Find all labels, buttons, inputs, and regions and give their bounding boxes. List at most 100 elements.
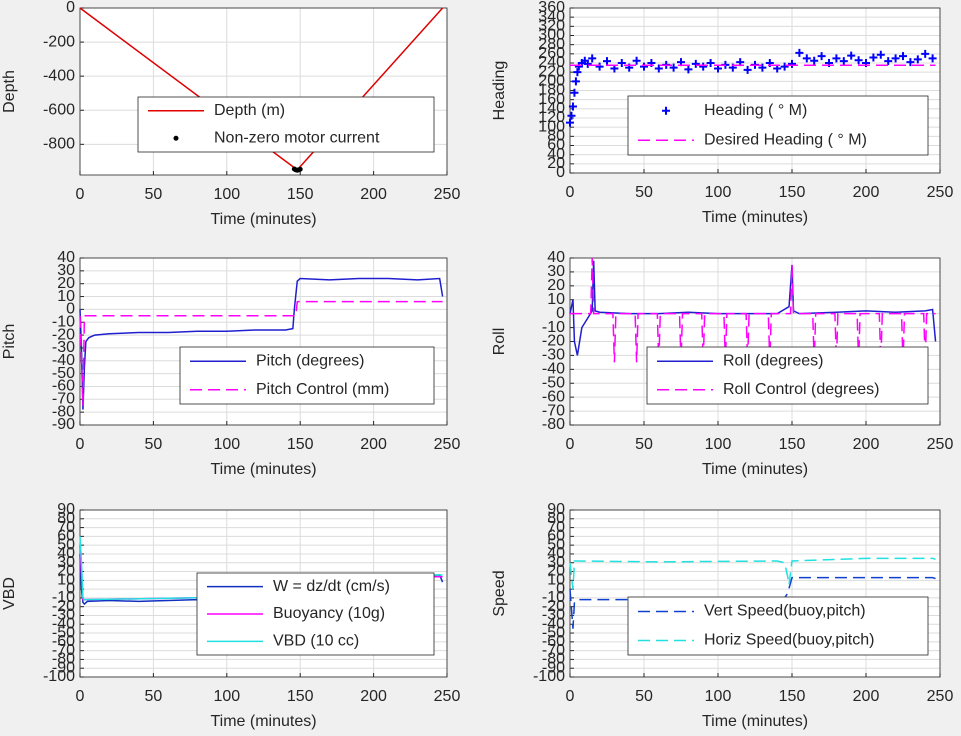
plus-marker <box>669 63 678 72</box>
x-axis-label: Time (minutes) <box>702 209 808 226</box>
plus-marker <box>869 53 878 62</box>
y-tick-label: -20 <box>542 333 565 350</box>
y-tick-label: 70 <box>547 519 565 536</box>
y-tick-label: -100 <box>43 668 75 685</box>
plus-marker <box>699 62 708 71</box>
y-tick-label: -40 <box>542 361 565 378</box>
y-tick-label: -90 <box>52 416 75 433</box>
x-tick-label: 200 <box>853 184 880 201</box>
y-tick-label: 280 <box>538 36 565 53</box>
y-tick-label: -60 <box>52 378 75 395</box>
y-tick-label: 20 <box>57 275 75 292</box>
y-tick-label: -80 <box>52 651 75 668</box>
y-tick-label: 70 <box>57 519 75 536</box>
x-tick-label: 200 <box>360 688 387 705</box>
x-tick-label: 200 <box>853 688 880 705</box>
x-tick-label: 200 <box>360 186 387 203</box>
plus-marker <box>780 62 789 71</box>
y-tick-label: -70 <box>52 391 75 408</box>
x-tick-label: 150 <box>779 184 806 201</box>
y-tick-label: -20 <box>52 598 75 615</box>
y-tick-label: -80 <box>52 403 75 420</box>
y-tick-label: 40 <box>547 249 565 266</box>
legend-box <box>137 96 435 153</box>
y-tick-label: -10 <box>52 313 75 330</box>
legend: Vert Speed(buoy,pitch) Horiz Speed(buoy,p… <box>627 596 929 656</box>
y-tick-label: -800 <box>43 136 75 153</box>
plus-marker <box>913 55 922 64</box>
legend-label: Desired Heading ( ° M) <box>704 131 867 148</box>
y-tick-label: -40 <box>52 615 75 632</box>
y-tick-label: -40 <box>542 615 565 632</box>
y-tick-label: 80 <box>57 510 75 527</box>
x-tick-label: 150 <box>287 186 314 203</box>
x-tick-label: 50 <box>635 184 653 201</box>
y-tick-label: -100 <box>533 668 565 685</box>
plus-marker <box>603 57 611 66</box>
x-tick-label: 150 <box>287 436 314 453</box>
subplot: 0 -200 -400 -600 -800 0 50 100 150 200 250 Time (mi… <box>1 0 460 228</box>
plus-marker <box>588 54 597 63</box>
plus-marker <box>847 51 856 60</box>
legend: W = dz/dt (cm/s) Buoyancy (10g) VBD (10 cc… <box>196 572 435 656</box>
subplot: 9080706050403020100-10-20-30-40-50-60-70… <box>1 501 460 730</box>
y-tick-label: -10 <box>542 589 565 606</box>
y-tick-label: -30 <box>542 607 565 624</box>
legend-label: Buoyancy (10g) <box>273 605 385 622</box>
legend-box <box>627 596 929 656</box>
y-tick-label: 240 <box>538 54 565 71</box>
series-line <box>79 277 444 410</box>
y-tick-label: 340 <box>538 8 565 25</box>
plus-marker <box>571 77 580 86</box>
y-tick-label: 90 <box>57 501 75 518</box>
plus-marker <box>743 65 752 74</box>
legend-label: Heading ( ° M) <box>704 102 807 119</box>
y-tick-label: 0 <box>66 0 75 16</box>
x-axis-label: Time (minutes) <box>702 461 808 478</box>
dot-marker <box>173 135 179 141</box>
plus-marker <box>928 54 937 63</box>
x-tick-label: 250 <box>927 184 954 201</box>
y-tick-label: -20 <box>542 598 565 615</box>
y-tick-label: -200 <box>43 33 75 50</box>
y-tick-label: 30 <box>57 262 75 279</box>
y-tick-label: 10 <box>57 572 75 589</box>
plus-marker <box>758 63 767 72</box>
y-tick-label: -30 <box>542 347 565 364</box>
x-tick-label: 0 <box>76 436 85 453</box>
x-tick-label: 250 <box>927 436 954 453</box>
axes-frame <box>569 7 941 174</box>
y-tick-label: 200 <box>538 73 565 90</box>
legend-box <box>646 346 929 405</box>
x-tick-label: 250 <box>927 688 954 705</box>
x-tick-label: 50 <box>145 436 163 453</box>
plus-marker <box>899 52 907 61</box>
x-tick-label: 250 <box>434 436 461 453</box>
plus-marker <box>566 118 574 127</box>
y-axis-label: Speed <box>491 570 508 616</box>
y-tick-label: 20 <box>547 563 565 580</box>
plus-marker <box>583 59 592 68</box>
legend-label: Pitch Control (mm) <box>256 381 389 398</box>
plus-marker <box>640 62 648 71</box>
legend: Roll (degrees) Roll Control (degrees) <box>646 346 929 405</box>
y-tick-label: -10 <box>52 589 75 606</box>
y-tick-label: 0 <box>556 305 565 322</box>
y-tick-label: -50 <box>542 624 565 641</box>
x-tick-label: 150 <box>779 436 806 453</box>
y-axis-label: Roll <box>491 328 508 356</box>
x-axis-label: Time (minutes) <box>210 713 316 730</box>
plus-marker <box>595 62 604 71</box>
x-tick-label: 100 <box>213 186 240 203</box>
y-axis-label: VBD <box>1 577 18 610</box>
legend-label: Vert Speed(buoy,pitch) <box>704 603 866 620</box>
x-tick-label: 100 <box>705 688 732 705</box>
y-tick-label: 90 <box>547 501 565 518</box>
y-tick-label: -40 <box>52 352 75 369</box>
y-tick-label: 260 <box>538 45 565 62</box>
x-tick-label: 200 <box>360 436 387 453</box>
y-tick-label: 60 <box>547 528 565 545</box>
x-tick-label: 100 <box>213 688 240 705</box>
y-tick-label: 10 <box>547 572 565 589</box>
plus-marker <box>795 48 804 57</box>
